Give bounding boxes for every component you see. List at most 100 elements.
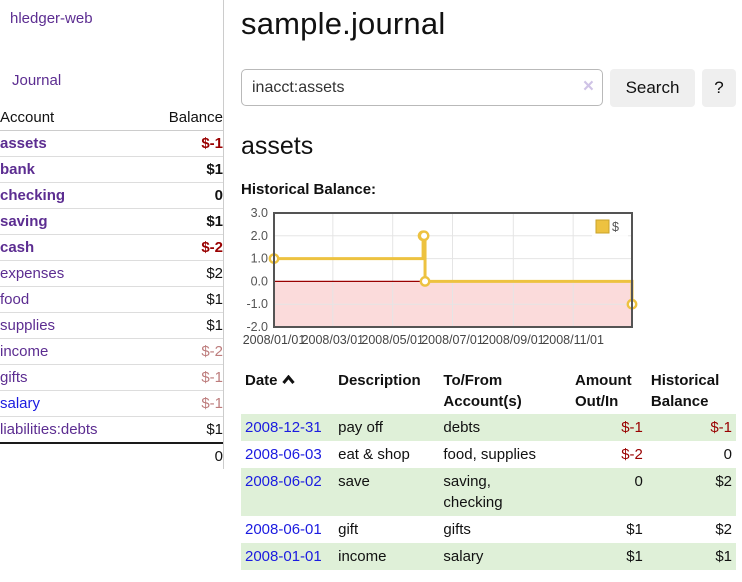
search-button[interactable]: Search (610, 69, 695, 107)
register-header-balance: Historical Balance (650, 372, 720, 410)
account-balance: $-2 (143, 234, 223, 261)
transaction-accounts: gifts (443, 521, 471, 538)
svg-text:2008/09/01: 2008/09/01 (482, 333, 545, 347)
svg-text:2008/07/01: 2008/07/01 (421, 333, 484, 347)
sidebar-item-journal[interactable]: Journal (12, 72, 62, 89)
help-button[interactable]: ? (702, 69, 736, 107)
transaction-balance: $2 (715, 521, 732, 538)
account-link-bank[interactable]: bank (0, 161, 36, 178)
account-link-saving[interactable]: saving (0, 213, 48, 230)
search-input[interactable] (241, 69, 603, 106)
transaction-description: pay off (338, 419, 383, 436)
register-row: 2008-06-03 eat & shop food, supplies $-2… (241, 441, 736, 468)
svg-text:-2.0: -2.0 (246, 320, 268, 334)
transaction-amount: $1 (626, 548, 643, 565)
register-row: 2008-01-01 income salary $1 $1 (241, 543, 736, 570)
account-row: liabilities:debts $1 (0, 416, 223, 444)
account-balance: $1 (143, 156, 223, 183)
transaction-description: income (338, 548, 387, 565)
transaction-date-link[interactable]: 2008-01-01 (245, 548, 322, 565)
svg-text:-1.0: -1.0 (246, 297, 268, 311)
historical-balance-chart: 3.0 2.0 1.0 0.0 -1.0 -2.02008/01/012008/03/01… (243, 206, 638, 347)
account-link-income[interactable]: income (0, 343, 49, 360)
transaction-description: save (338, 473, 370, 490)
account-balance: $-1 (143, 130, 223, 157)
account-balance: $-1 (143, 390, 223, 417)
transaction-description: gift (338, 521, 359, 538)
register-table: Date Description To/From Account(s) Amou… (241, 368, 736, 570)
account-link-cash[interactable]: cash (0, 239, 35, 256)
transaction-amount: $1 (626, 521, 643, 538)
account-row: expenses $2 (0, 260, 223, 287)
account-row: gifts $-1 (0, 364, 223, 391)
transaction-date-link[interactable]: 2008-06-03 (245, 446, 322, 463)
svg-text:$: $ (612, 220, 619, 234)
accounts-total-row: 0 (0, 442, 223, 469)
svg-text:2008/03/01: 2008/03/01 (302, 333, 365, 347)
account-link-supplies[interactable]: supplies (0, 317, 56, 334)
transaction-date-link[interactable]: 2008-06-02 (245, 473, 322, 490)
svg-text:2008/05/01: 2008/05/01 (361, 333, 424, 347)
account-row: income $-2 (0, 338, 223, 365)
svg-text:2008/11/01: 2008/11/01 (542, 333, 604, 347)
account-balance: 0 (143, 182, 223, 209)
transaction-date-link[interactable]: 2008-12-31 (245, 419, 322, 436)
register-header-amount: Amount Out/In (574, 372, 632, 410)
register-header-accounts: To/From Account(s) (443, 372, 522, 410)
transaction-accounts: food, supplies (443, 446, 536, 463)
svg-text:2.0: 2.0 (251, 229, 268, 243)
app-title-link[interactable]: hledger-web (10, 10, 93, 27)
account-link-food[interactable]: food (0, 291, 30, 308)
sidebar: hledger-web Journal Account Balance asse… (0, 0, 224, 469)
account-row: supplies $1 (0, 312, 223, 339)
svg-text:1.0: 1.0 (251, 252, 268, 266)
account-balance: $-2 (143, 338, 223, 365)
accounts-header-row: Account Balance (0, 105, 223, 131)
chart-title: Historical Balance: (241, 181, 377, 198)
account-row: cash $-2 (0, 234, 223, 261)
account-row: food $1 (0, 286, 223, 313)
register-row: 2008-06-02 save saving, checking 0 $2 (241, 468, 736, 516)
sidebar-nav: Journal (12, 72, 223, 89)
date-header-label: Date (245, 372, 278, 389)
transaction-amount: $-2 (621, 446, 643, 463)
page-title: sample.journal (241, 6, 446, 41)
account-link-salary[interactable]: salary (0, 395, 41, 412)
account-row: saving $1 (0, 208, 223, 235)
search-form: × Search ? (241, 69, 736, 107)
account-row: bank $1 (0, 156, 223, 183)
account-link-expenses[interactable]: expenses (0, 265, 65, 282)
svg-text:2008/01/01: 2008/01/01 (243, 333, 306, 347)
transaction-accounts: salary (443, 548, 484, 565)
accounts-table: Account Balance assets $-1 bank $1 check… (0, 105, 223, 469)
svg-text:3.0: 3.0 (251, 208, 268, 220)
account-balance: $1 (143, 286, 223, 313)
account-balance: $1 (143, 208, 223, 235)
account-row: assets $-1 (0, 130, 223, 157)
transaction-balance: $1 (715, 548, 732, 565)
app-layout: hledger-web Journal Account Balance asse… (0, 0, 736, 570)
account-link-assets[interactable]: assets (0, 135, 47, 152)
accounts-total-balance: 0 (143, 442, 223, 469)
account-row: salary $-1 (0, 390, 223, 417)
transaction-date-link[interactable]: 2008-06-01 (245, 521, 322, 538)
transaction-balance: 0 (723, 446, 732, 463)
transaction-balance: $2 (715, 473, 732, 490)
register-row: 2008-12-31 pay off debts $-1 $-1 (241, 414, 736, 441)
clear-search-icon[interactable]: × (582, 76, 594, 97)
account-balance: $1 (143, 312, 223, 339)
accounts-header-account: Account (0, 105, 144, 131)
account-heading: assets (241, 132, 314, 160)
account-link-gifts[interactable]: gifts (0, 369, 28, 386)
sort-ascending-icon (281, 370, 295, 391)
account-link-liabilities-debts[interactable]: liabilities:debts (0, 421, 98, 438)
account-balance: $2 (143, 260, 223, 287)
account-link-checking[interactable]: checking (0, 187, 66, 204)
accounts-header-balance: Balance (143, 105, 223, 131)
transaction-amount: 0 (634, 473, 643, 490)
transaction-accounts: saving, checking (443, 473, 503, 511)
transaction-accounts: debts (443, 419, 481, 436)
transaction-description: eat & shop (338, 446, 410, 463)
svg-text:0.0: 0.0 (251, 274, 268, 288)
register-header-date[interactable]: Date (241, 368, 334, 414)
